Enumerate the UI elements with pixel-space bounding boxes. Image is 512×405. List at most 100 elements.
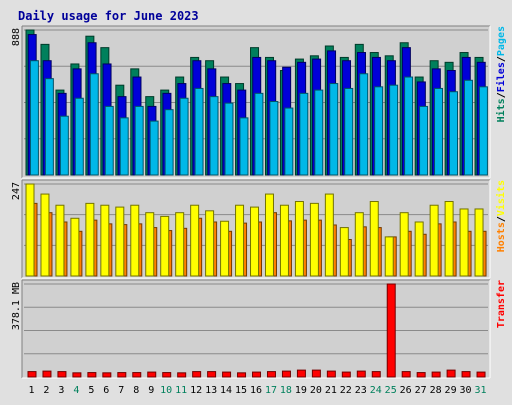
bar-pages-day-13	[209, 96, 219, 176]
bar-pages-day-22	[344, 87, 354, 176]
x-tick-label-day-19: 19	[295, 385, 307, 396]
bar-transfer-day-4	[72, 372, 82, 378]
bar-pages-day-18	[284, 107, 294, 176]
x-tick-label-day-23: 23	[355, 385, 367, 396]
bar-visits-day-31	[474, 208, 484, 277]
bar-transfer-day-12	[192, 371, 202, 378]
legend-separator: /	[496, 216, 507, 222]
bar-visits-day-18	[279, 204, 289, 277]
bar-transfer-day-1	[27, 371, 37, 378]
x-tick-label-day-15: 15	[235, 385, 247, 396]
bar-pages-day-1	[29, 60, 39, 176]
bar-transfer-day-9	[147, 371, 157, 378]
bar-pages-day-5	[89, 73, 99, 176]
x-tick-label-day-8: 8	[133, 385, 139, 396]
chart-title: Daily usage for June 2023	[18, 9, 199, 23]
bar-transfer-day-18	[281, 370, 291, 378]
bar-pages-day-7	[119, 117, 129, 176]
panel-hosts-visits: 247 Hosts/Visits	[11, 179, 507, 279]
bar-transfer-day-30	[461, 371, 471, 378]
x-tick-label-day-16: 16	[250, 385, 262, 396]
bar-pages-day-31	[478, 86, 488, 176]
bar-transfer-day-28	[431, 371, 441, 378]
bar-transfer-day-17	[266, 371, 276, 378]
x-tick-label-day-27: 27	[415, 385, 427, 396]
legend-entry-pages: Pages	[496, 26, 507, 56]
bar-transfer-day-5	[87, 372, 97, 378]
x-tick-label-day-1: 1	[28, 385, 34, 396]
bar-pages-day-19	[299, 92, 309, 176]
bar-visits-day-8	[130, 204, 140, 277]
bar-visits-day-10	[160, 215, 170, 277]
panel-legend: Transfer	[496, 280, 507, 328]
bar-transfer-day-22	[341, 371, 351, 378]
x-tick-label-day-6: 6	[103, 385, 109, 396]
bar-transfer-day-23	[356, 370, 366, 378]
bar-pages-day-11	[179, 97, 189, 176]
x-tick-label-day-11: 11	[175, 385, 187, 396]
x-tick-label-day-7: 7	[118, 385, 124, 396]
bar-pages-day-2	[44, 78, 54, 176]
bar-visits-day-21	[324, 193, 334, 277]
x-axis-day-labels: 1 2 3 4 5 6 7 8 9 10 11 12 13 14 15 16 17 18 19 20 21 22 23 24 2…	[28, 385, 486, 396]
x-tick-label-day-14: 14	[220, 385, 232, 396]
bar-pages-day-20	[314, 89, 324, 176]
bar-visits-day-11	[175, 212, 185, 277]
bar-visits-day-16	[250, 206, 260, 277]
bar-transfer-day-31	[476, 371, 486, 378]
bar-visits-day-24	[369, 201, 379, 277]
bar-pages-day-21	[329, 83, 339, 176]
bar-visits-day-26	[399, 212, 409, 277]
bar-visits-day-30	[459, 208, 469, 277]
bar-visits-day-7	[115, 206, 125, 277]
bar-pages-day-4	[74, 97, 84, 176]
legend-separator: /	[496, 56, 507, 62]
bar-transfer-day-24	[371, 371, 381, 378]
bar-transfer-day-16	[252, 371, 262, 378]
bar-pages-day-28	[434, 87, 444, 176]
x-tick-label-day-9: 9	[148, 385, 154, 396]
x-tick-label-day-13: 13	[205, 385, 217, 396]
x-tick-label-day-18: 18	[280, 385, 292, 396]
bar-pages-day-30	[463, 79, 473, 176]
panel-background	[22, 280, 490, 378]
bar-transfer-day-2	[42, 370, 52, 378]
bar-transfer-day-13	[207, 371, 217, 378]
bar-pages-day-24	[374, 86, 384, 176]
bar-pages-day-25	[389, 84, 399, 176]
x-tick-label-day-12: 12	[190, 385, 202, 396]
bar-pages-day-12	[194, 87, 204, 176]
bar-transfer-day-29	[446, 369, 456, 378]
x-tick-label-day-10: 10	[160, 385, 172, 396]
bar-visits-day-9	[145, 212, 155, 277]
x-tick-label-day-24: 24	[370, 385, 382, 396]
bar-transfer-day-8	[132, 372, 142, 378]
panel-transfer: 378.1 MB Transfer	[11, 279, 507, 379]
bar-pages-day-26	[404, 76, 414, 176]
x-tick-label-day-21: 21	[325, 385, 337, 396]
bar-transfer-day-6	[102, 372, 112, 378]
bar-pages-day-8	[134, 105, 144, 176]
bar-transfer-day-10	[162, 372, 172, 378]
bar-visits-day-3	[55, 204, 65, 277]
x-tick-label-day-5: 5	[88, 385, 94, 396]
bar-visits-day-15	[235, 204, 245, 277]
bar-pages-day-27	[419, 105, 429, 176]
x-tick-label-day-17: 17	[265, 385, 277, 396]
bar-visits-day-20	[309, 202, 319, 277]
bar-transfer-day-19	[296, 369, 306, 378]
bar-transfer-day-7	[117, 372, 127, 378]
bar-visits-day-17	[264, 193, 274, 277]
legend-entry-hits: Hits	[495, 98, 507, 122]
bar-visits-day-5	[85, 202, 95, 277]
bar-visits-day-4	[70, 217, 80, 277]
bar-pages-day-16	[254, 92, 264, 176]
bar-pages-day-23	[359, 73, 369, 176]
bar-visits-day-14	[220, 220, 230, 277]
bar-pages-day-10	[164, 109, 174, 176]
panel-legend: Hits/Files/Pages	[495, 26, 507, 122]
bar-transfer-day-25	[386, 283, 396, 378]
legend-separator: /	[496, 92, 507, 98]
